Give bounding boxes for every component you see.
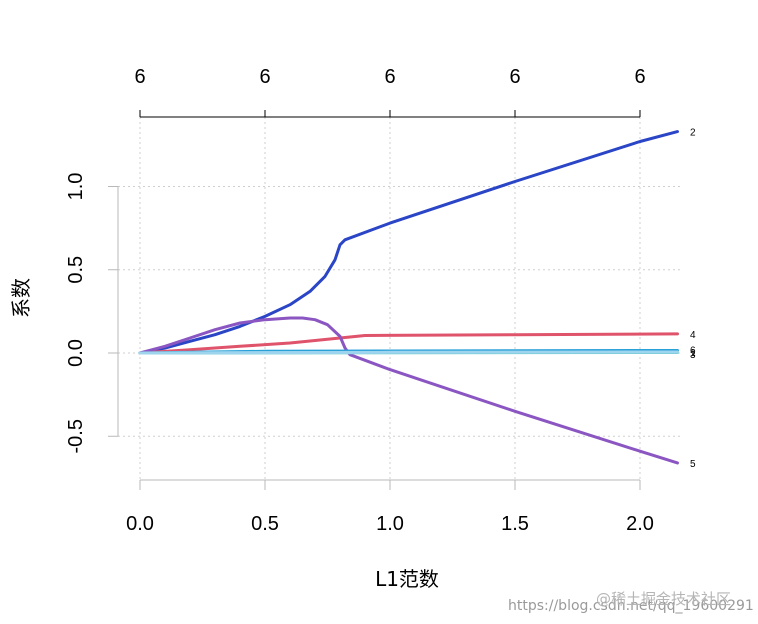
top-tick-label: 6: [259, 66, 270, 88]
series-line-3: [138, 350, 679, 355]
series-line-2: [138, 130, 679, 355]
x-tick-label: 1.0: [376, 513, 404, 535]
y-tick-label: -0.5: [65, 419, 87, 453]
y-tick-label: 0.5: [65, 256, 87, 284]
top-tick-label: 6: [384, 66, 395, 88]
series-line-4: [138, 332, 679, 355]
top-tick-label: 6: [509, 66, 520, 88]
x-tick-label: 0.5: [251, 513, 279, 535]
path-label-1: 1: [690, 348, 696, 359]
x-tick-label: 1.5: [501, 513, 529, 535]
x-tick-label: 0.0: [126, 513, 154, 535]
x-tick-label: 2.0: [626, 513, 654, 535]
x-axis-title: L1范数: [375, 567, 439, 591]
grid-lines: [118, 117, 680, 480]
path-end-labels: 2 4 613 5: [690, 128, 696, 470]
series-line-5: [138, 316, 679, 465]
path-label-5: 5: [690, 459, 696, 470]
path-label-6: 6: [690, 346, 696, 357]
axes: 0.0 0.5 1.0 1.5 2.0 -0.5 0.0 0.5 1.0 6 6 6 6 6: [65, 66, 654, 535]
path-label-2: 2: [690, 128, 696, 139]
top-tick-label: 6: [634, 66, 645, 88]
y-axis-title: 系数: [9, 278, 33, 318]
path-label-4: 4: [690, 330, 696, 341]
watermark-brand: @稀土掘金技术社区: [596, 590, 732, 608]
watermark-url: https://blog.csdn.net/qq_19600291: [508, 598, 754, 614]
y-tick-label: 1.0: [65, 173, 87, 201]
path-label-3: 3: [690, 350, 696, 361]
top-tick-label: 6: [134, 66, 145, 88]
series-lines: [138, 130, 679, 465]
y-tick-label: 0.0: [65, 339, 87, 367]
